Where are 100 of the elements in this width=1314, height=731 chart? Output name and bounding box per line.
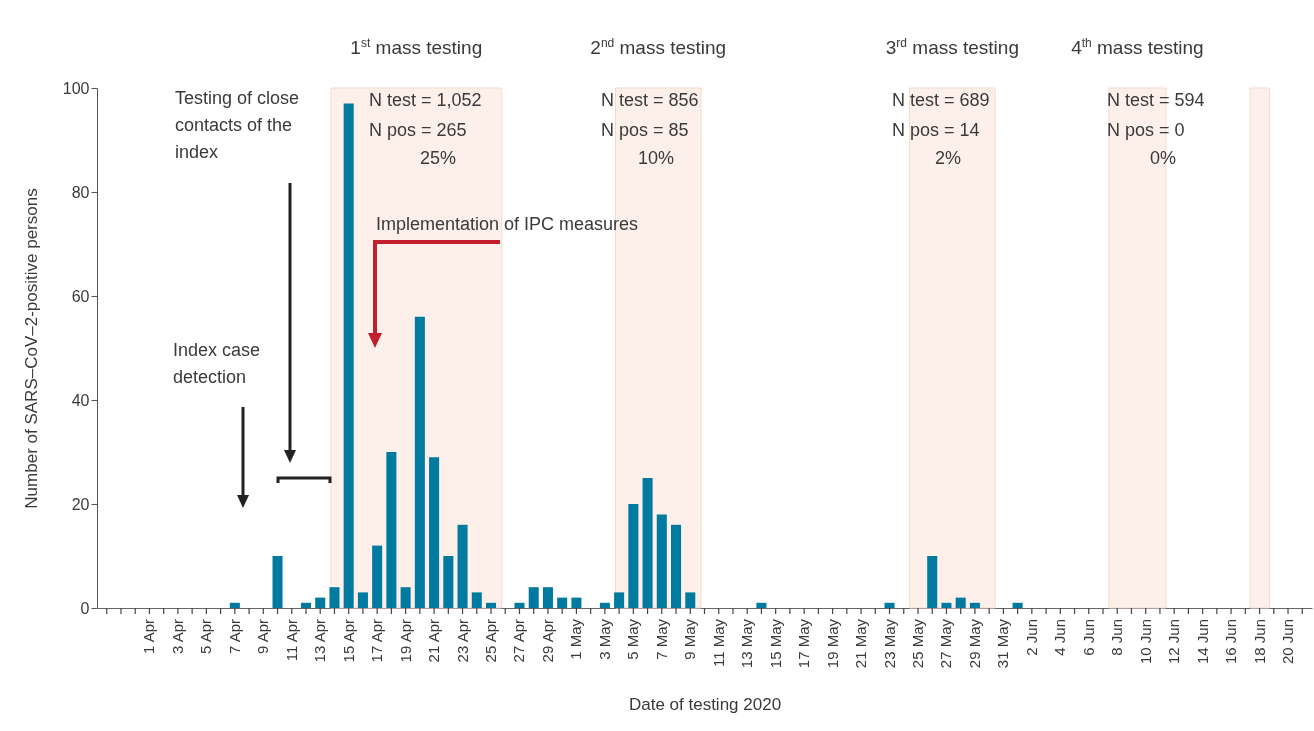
- x-tick-label: 7 May: [652, 618, 670, 660]
- annotation: Testing of close contacts of the index: [175, 88, 300, 162]
- annotation: 2%: [935, 148, 962, 168]
- bar: [671, 524, 682, 608]
- annotation: N pos = 0: [1107, 120, 1185, 140]
- annotation: N pos = 85: [601, 120, 689, 140]
- x-tick-label: 27 May: [937, 618, 955, 669]
- x-tick-label: 12 Jun: [1165, 619, 1183, 665]
- bar: [443, 556, 454, 608]
- x-tick-label: 17 May: [795, 618, 813, 669]
- annotation: 10%: [638, 148, 675, 168]
- bar: [1012, 602, 1023, 608]
- x-tick-label: 25 May: [908, 618, 926, 669]
- bar: [614, 592, 625, 608]
- annotation: N pos = 265: [369, 120, 467, 140]
- bar: [357, 592, 368, 608]
- x-tick-label: 23 May: [880, 618, 898, 669]
- x-tick-label: 20 Jun: [1279, 619, 1297, 665]
- band-label: 2$^{nd}$ mass testing: [590, 36, 727, 58]
- bar: [756, 602, 767, 608]
- x-tick-label: 29 Apr: [538, 619, 556, 663]
- x-tick-label: 31 May: [994, 618, 1012, 669]
- x-tick-label: 19 May: [823, 618, 841, 669]
- x-axis-title: Date of testing 2020: [628, 694, 782, 714]
- x-tick-label: 16 Jun: [1222, 619, 1240, 665]
- x-tick-label: 14 Jun: [1193, 619, 1211, 665]
- x-tick-label: 1 Apr: [140, 619, 158, 655]
- annotation: N test = 689: [892, 90, 990, 110]
- x-tick-label: 17 Apr: [368, 619, 386, 663]
- bar: [557, 597, 568, 608]
- x-tick-label: 13 May: [738, 618, 756, 669]
- x-tick-label: 29 May: [965, 618, 983, 669]
- annotation: N test = 856: [601, 90, 699, 110]
- x-tick-label: 21 Apr: [425, 619, 443, 663]
- band-label: 4$^{th}$ mass testing: [1071, 36, 1204, 58]
- x-tick-label: 1 May: [567, 618, 585, 660]
- bar: [429, 457, 440, 608]
- x-tick-label: 27 Apr: [510, 619, 528, 663]
- bar: [571, 597, 582, 608]
- band-label: 3$^{rd}$ mass testing: [885, 36, 1019, 58]
- band-label: 1$^{st}$ mass testing: [350, 36, 483, 58]
- bar: [300, 602, 312, 608]
- bar: [414, 316, 425, 608]
- annotation: N test = 594: [1107, 90, 1205, 110]
- y-tick-label: 60: [71, 287, 90, 305]
- bar: [685, 592, 696, 608]
- bar: [485, 602, 497, 608]
- bar: [457, 524, 468, 608]
- bar: [941, 602, 952, 608]
- annotation: N pos = 14: [892, 120, 980, 140]
- x-tick-label: 10 Jun: [1136, 619, 1154, 665]
- annotation: Index case detection: [173, 340, 261, 387]
- x-tick-label: 5 Apr: [197, 619, 215, 655]
- x-tick-label: 3 May: [595, 618, 613, 660]
- x-tick-label: 25 Apr: [482, 619, 500, 663]
- annotation: 0%: [1150, 148, 1177, 168]
- x-tick-label: 8 Jun: [1108, 619, 1126, 656]
- bar: [599, 602, 610, 608]
- annotation: N test = 1,052: [369, 90, 482, 110]
- y-tick-label: 100: [62, 79, 90, 97]
- x-tick-label: 21 May: [852, 618, 870, 669]
- bar: [927, 556, 938, 608]
- bar: [229, 602, 240, 608]
- x-tick-label: 7 Apr: [225, 619, 243, 655]
- x-tick-label: 13 Apr: [311, 619, 329, 663]
- bar: [372, 545, 383, 608]
- bar: [642, 478, 653, 608]
- bar: [884, 602, 895, 608]
- bar: [471, 592, 482, 608]
- x-tick-label: 3 Apr: [168, 619, 186, 655]
- x-tick-label: 5 May: [624, 618, 642, 660]
- x-tick-label: 4 Jun: [1051, 619, 1069, 656]
- x-tick-label: 11 May: [709, 618, 727, 668]
- x-tick-label: 18 Jun: [1250, 619, 1268, 665]
- bar: [656, 514, 667, 608]
- x-tick-label: 15 May: [766, 618, 784, 669]
- bar: [329, 587, 340, 608]
- bar: [542, 587, 553, 608]
- x-tick-label: 11 Apr: [282, 619, 300, 662]
- y-tick-label: 0: [80, 599, 90, 617]
- y-tick-label: 20: [71, 495, 90, 513]
- y-tick-label: 80: [71, 183, 90, 201]
- x-tick-label: 6 Jun: [1079, 619, 1097, 656]
- bar: [400, 587, 411, 608]
- x-tick-label: 15 Apr: [339, 619, 357, 663]
- bar: [955, 597, 966, 608]
- y-tick-label: 40: [71, 391, 90, 409]
- bar: [969, 602, 980, 608]
- x-tick-label: 9 May: [681, 618, 699, 660]
- x-tick-label: 9 Apr: [254, 619, 272, 655]
- bar: [272, 556, 283, 608]
- bar: [514, 602, 525, 608]
- x-tick-label: 23 Apr: [453, 619, 471, 663]
- bar: [343, 103, 354, 608]
- annotation: Implementation of IPC measures: [376, 214, 639, 234]
- x-tick-label: 2 Jun: [1022, 619, 1040, 656]
- bar: [528, 587, 539, 608]
- x-tick-label: 19 Apr: [396, 619, 414, 663]
- annotation: 25%: [420, 148, 457, 168]
- bar: [315, 597, 326, 608]
